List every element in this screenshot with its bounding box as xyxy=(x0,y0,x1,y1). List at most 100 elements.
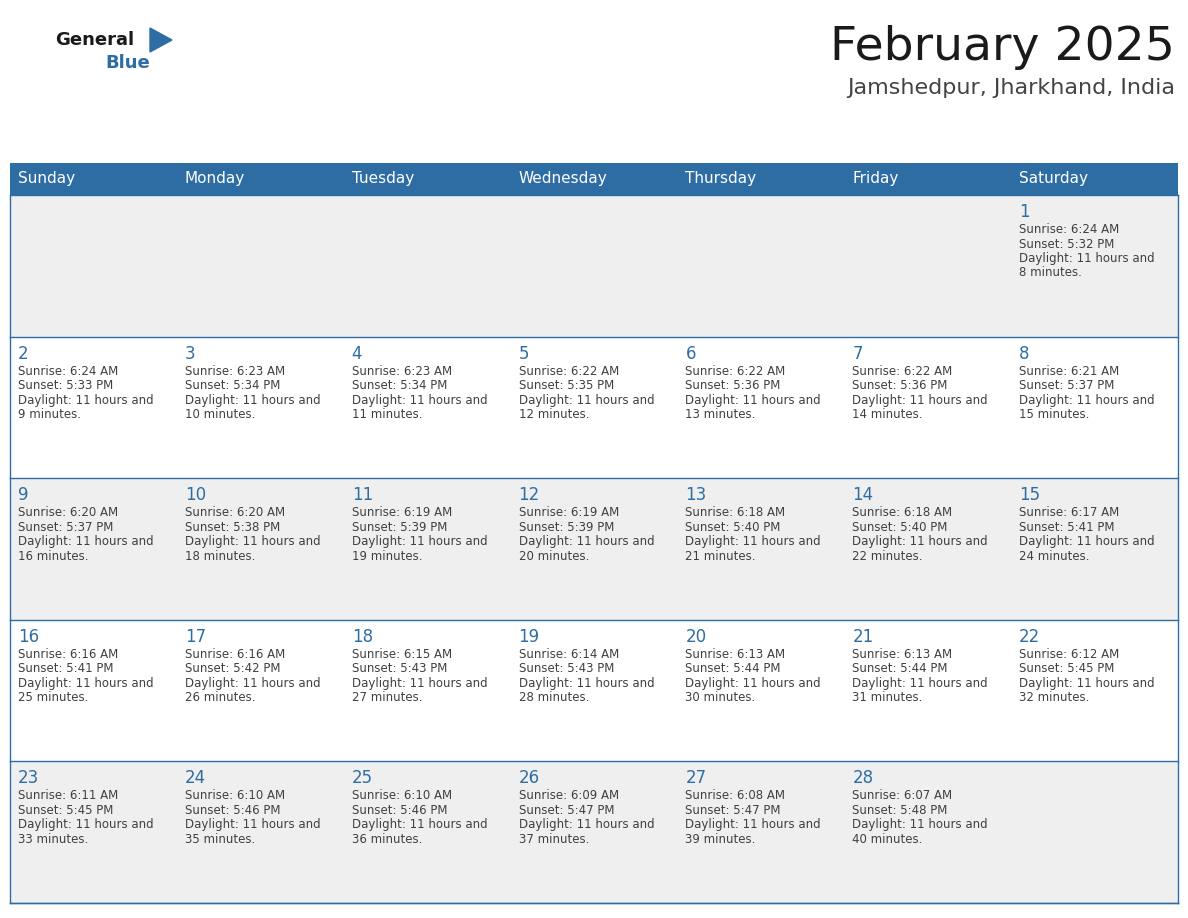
Text: 36 minutes.: 36 minutes. xyxy=(352,833,422,845)
Text: General: General xyxy=(55,31,134,49)
Text: Wednesday: Wednesday xyxy=(519,172,607,186)
Text: 27: 27 xyxy=(685,769,707,788)
Text: Blue: Blue xyxy=(105,54,150,72)
Text: Tuesday: Tuesday xyxy=(352,172,413,186)
Text: Daylight: 11 hours and: Daylight: 11 hours and xyxy=(1019,677,1155,689)
Bar xyxy=(10,761,1178,903)
Bar xyxy=(10,163,1178,195)
Text: 4: 4 xyxy=(352,344,362,363)
Text: 23: 23 xyxy=(18,769,39,788)
Text: 14 minutes.: 14 minutes. xyxy=(852,409,923,421)
Text: Daylight: 11 hours and: Daylight: 11 hours and xyxy=(852,819,988,832)
Text: Daylight: 11 hours and: Daylight: 11 hours and xyxy=(352,677,487,689)
Text: 18 minutes.: 18 minutes. xyxy=(185,550,255,563)
Text: 16: 16 xyxy=(18,628,39,645)
Text: 13 minutes.: 13 minutes. xyxy=(685,409,756,421)
Text: 20 minutes.: 20 minutes. xyxy=(519,550,589,563)
Text: Daylight: 11 hours and: Daylight: 11 hours and xyxy=(685,535,821,548)
Text: Daylight: 11 hours and: Daylight: 11 hours and xyxy=(519,819,655,832)
Text: Daylight: 11 hours and: Daylight: 11 hours and xyxy=(185,677,321,689)
Text: Sunrise: 6:22 AM: Sunrise: 6:22 AM xyxy=(519,364,619,377)
Text: Sunrise: 6:08 AM: Sunrise: 6:08 AM xyxy=(685,789,785,802)
Text: 24: 24 xyxy=(185,769,206,788)
Text: Sunrise: 6:14 AM: Sunrise: 6:14 AM xyxy=(519,648,619,661)
Text: 21 minutes.: 21 minutes. xyxy=(685,550,756,563)
Text: 22: 22 xyxy=(1019,628,1041,645)
Text: Sunset: 5:37 PM: Sunset: 5:37 PM xyxy=(1019,379,1114,392)
Text: Sunset: 5:44 PM: Sunset: 5:44 PM xyxy=(852,662,948,676)
Text: Jamshedpur, Jharkhand, India: Jamshedpur, Jharkhand, India xyxy=(847,78,1175,98)
Text: 27 minutes.: 27 minutes. xyxy=(352,691,422,704)
Text: Sunset: 5:42 PM: Sunset: 5:42 PM xyxy=(185,662,280,676)
Text: Sunset: 5:33 PM: Sunset: 5:33 PM xyxy=(18,379,113,392)
Text: 39 minutes.: 39 minutes. xyxy=(685,833,756,845)
Text: 10: 10 xyxy=(185,487,206,504)
Text: 37 minutes.: 37 minutes. xyxy=(519,833,589,845)
Text: Sunrise: 6:11 AM: Sunrise: 6:11 AM xyxy=(18,789,119,802)
Text: Sunset: 5:41 PM: Sunset: 5:41 PM xyxy=(1019,521,1114,533)
Text: Daylight: 11 hours and: Daylight: 11 hours and xyxy=(852,677,988,689)
Text: Sunrise: 6:18 AM: Sunrise: 6:18 AM xyxy=(685,506,785,520)
Bar xyxy=(10,337,1178,478)
Text: Daylight: 11 hours and: Daylight: 11 hours and xyxy=(18,394,153,407)
Text: Daylight: 11 hours and: Daylight: 11 hours and xyxy=(352,394,487,407)
Text: 15: 15 xyxy=(1019,487,1041,504)
Text: Sunset: 5:38 PM: Sunset: 5:38 PM xyxy=(185,521,280,533)
Text: Daylight: 11 hours and: Daylight: 11 hours and xyxy=(352,535,487,548)
Text: 13: 13 xyxy=(685,487,707,504)
Text: Sunset: 5:41 PM: Sunset: 5:41 PM xyxy=(18,662,114,676)
Text: 25 minutes.: 25 minutes. xyxy=(18,691,88,704)
Text: Sunrise: 6:13 AM: Sunrise: 6:13 AM xyxy=(685,648,785,661)
Text: Daylight: 11 hours and: Daylight: 11 hours and xyxy=(352,819,487,832)
Text: Sunset: 5:39 PM: Sunset: 5:39 PM xyxy=(352,521,447,533)
Text: Sunrise: 6:07 AM: Sunrise: 6:07 AM xyxy=(852,789,953,802)
Text: 11 minutes.: 11 minutes. xyxy=(352,409,422,421)
Text: Sunset: 5:46 PM: Sunset: 5:46 PM xyxy=(185,804,280,817)
Text: Sunset: 5:36 PM: Sunset: 5:36 PM xyxy=(852,379,948,392)
Text: 20: 20 xyxy=(685,628,707,645)
Text: Sunset: 5:32 PM: Sunset: 5:32 PM xyxy=(1019,238,1114,251)
Text: 12: 12 xyxy=(519,487,539,504)
Text: 7: 7 xyxy=(852,344,862,363)
Text: Sunrise: 6:13 AM: Sunrise: 6:13 AM xyxy=(852,648,953,661)
Text: Sunrise: 6:12 AM: Sunrise: 6:12 AM xyxy=(1019,648,1119,661)
Text: Thursday: Thursday xyxy=(685,172,757,186)
Text: Sunrise: 6:09 AM: Sunrise: 6:09 AM xyxy=(519,789,619,802)
Text: Daylight: 11 hours and: Daylight: 11 hours and xyxy=(1019,394,1155,407)
Text: Sunrise: 6:19 AM: Sunrise: 6:19 AM xyxy=(352,506,451,520)
Text: Daylight: 11 hours and: Daylight: 11 hours and xyxy=(685,677,821,689)
Text: 9 minutes.: 9 minutes. xyxy=(18,409,81,421)
Text: 25: 25 xyxy=(352,769,373,788)
Text: Sunset: 5:40 PM: Sunset: 5:40 PM xyxy=(685,521,781,533)
Text: 15 minutes.: 15 minutes. xyxy=(1019,409,1089,421)
Text: 8: 8 xyxy=(1019,344,1030,363)
Text: 28: 28 xyxy=(852,769,873,788)
Text: Sunrise: 6:22 AM: Sunrise: 6:22 AM xyxy=(685,364,785,377)
Text: Sunset: 5:34 PM: Sunset: 5:34 PM xyxy=(185,379,280,392)
Text: Sunrise: 6:22 AM: Sunrise: 6:22 AM xyxy=(852,364,953,377)
Text: 9: 9 xyxy=(18,487,29,504)
Text: Daylight: 11 hours and: Daylight: 11 hours and xyxy=(1019,535,1155,548)
Text: Daylight: 11 hours and: Daylight: 11 hours and xyxy=(18,535,153,548)
Text: Sunset: 5:35 PM: Sunset: 5:35 PM xyxy=(519,379,614,392)
Text: Sunrise: 6:20 AM: Sunrise: 6:20 AM xyxy=(18,506,118,520)
Text: 18: 18 xyxy=(352,628,373,645)
Text: 28 minutes.: 28 minutes. xyxy=(519,691,589,704)
Text: Sunrise: 6:10 AM: Sunrise: 6:10 AM xyxy=(185,789,285,802)
Text: Sunrise: 6:21 AM: Sunrise: 6:21 AM xyxy=(1019,364,1119,377)
Text: 24 minutes.: 24 minutes. xyxy=(1019,550,1089,563)
Text: 32 minutes.: 32 minutes. xyxy=(1019,691,1089,704)
Text: Sunset: 5:36 PM: Sunset: 5:36 PM xyxy=(685,379,781,392)
Text: 19: 19 xyxy=(519,628,539,645)
Text: Sunset: 5:46 PM: Sunset: 5:46 PM xyxy=(352,804,447,817)
Text: 33 minutes.: 33 minutes. xyxy=(18,833,88,845)
Text: Sunset: 5:37 PM: Sunset: 5:37 PM xyxy=(18,521,113,533)
Text: Daylight: 11 hours and: Daylight: 11 hours and xyxy=(852,535,988,548)
Text: 21: 21 xyxy=(852,628,873,645)
Text: Daylight: 11 hours and: Daylight: 11 hours and xyxy=(1019,252,1155,265)
Text: 10 minutes.: 10 minutes. xyxy=(185,409,255,421)
Bar xyxy=(10,478,1178,620)
Text: Sunrise: 6:20 AM: Sunrise: 6:20 AM xyxy=(185,506,285,520)
Text: Sunset: 5:45 PM: Sunset: 5:45 PM xyxy=(1019,662,1114,676)
Text: 26 minutes.: 26 minutes. xyxy=(185,691,255,704)
